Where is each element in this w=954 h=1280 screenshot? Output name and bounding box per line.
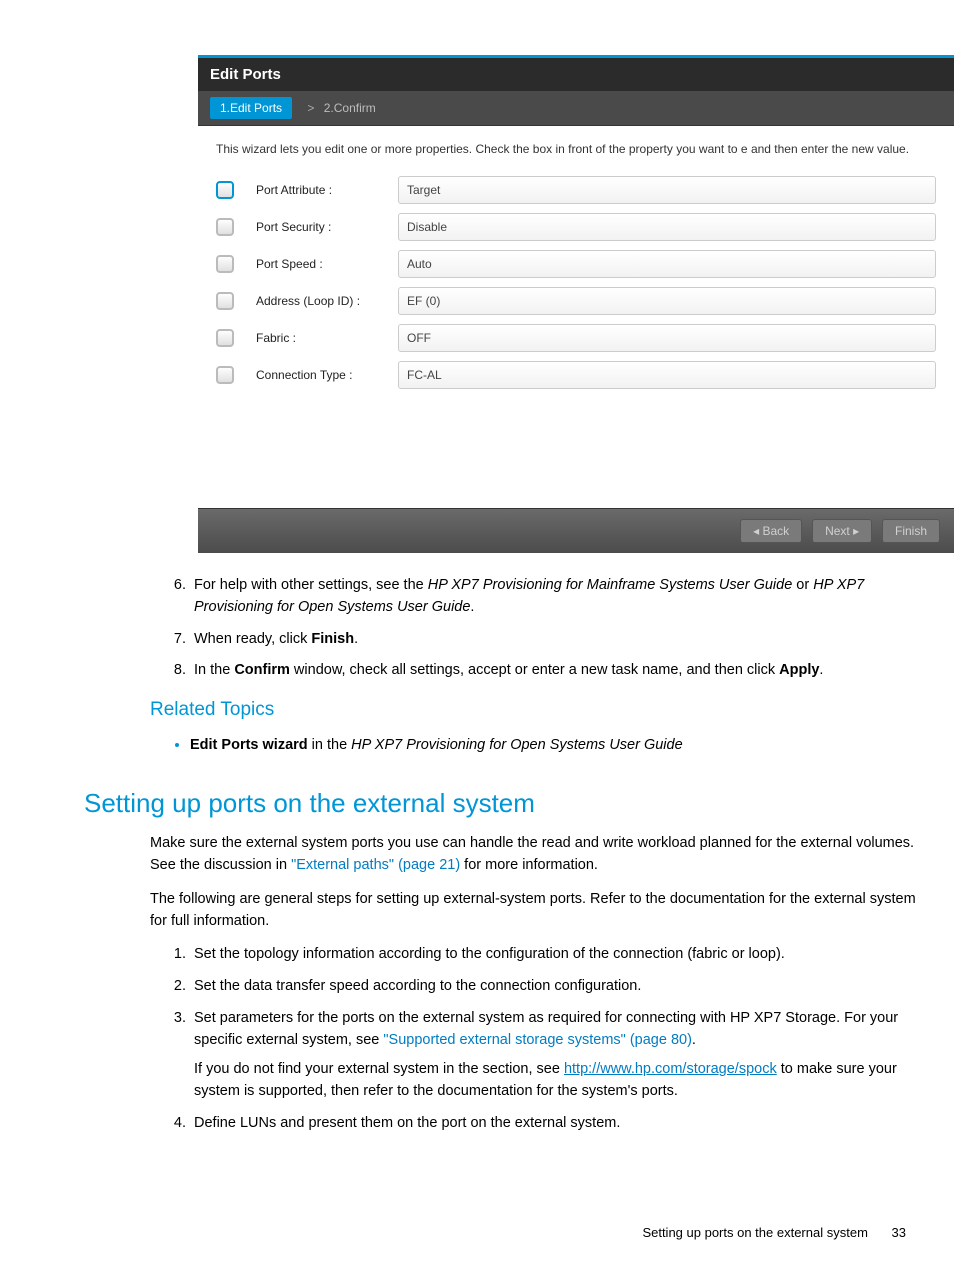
step-8-text-a: In the — [194, 662, 234, 678]
step-8: In the Confirm window, check all setting… — [190, 660, 916, 682]
apply-literal: Apply — [779, 662, 819, 678]
next-button[interactable]: Next ▸ — [812, 519, 872, 543]
select-port-attribute[interactable]: Target — [398, 176, 936, 204]
external-steps-list: Set the topology information according t… — [150, 944, 916, 1134]
related-bold: Edit Ports wizard — [190, 737, 308, 753]
paragraph-intro-2: The following are general steps for sett… — [150, 889, 916, 933]
step-8-text-c: . — [819, 662, 823, 678]
checkbox-connection-type[interactable] — [216, 366, 234, 384]
procedure-list-continued: For help with other settings, see the HP… — [150, 575, 916, 682]
row-port-security: Port Security : Disable — [216, 213, 936, 241]
row-port-speed: Port Speed : Auto — [216, 250, 936, 278]
checkbox-port-security[interactable] — [216, 218, 234, 236]
page-content: For help with other settings, see the HP… — [150, 575, 916, 1135]
checkbox-port-attribute[interactable] — [216, 181, 234, 199]
paragraph-intro-1: Make sure the external system ports you … — [150, 833, 916, 877]
select-port-security[interactable]: Disable — [398, 213, 936, 241]
link-spock-url[interactable]: http://www.hp.com/storage/spock — [564, 1061, 777, 1077]
step-1-edit-ports[interactable]: 1.Edit Ports — [210, 97, 292, 119]
ext-step-3-note: If you do not find your external system … — [194, 1059, 916, 1103]
wizard-steps: 1.Edit Ports > 2.Confirm — [198, 91, 954, 126]
step-7-text-a: When ready, click — [194, 631, 311, 647]
checkbox-fabric[interactable] — [216, 329, 234, 347]
page-footer: Setting up ports on the external system … — [0, 1225, 954, 1240]
label-address: Address (Loop ID) : — [256, 292, 398, 310]
related-guide: HP XP7 Provisioning for Open Systems Use… — [351, 737, 683, 753]
row-address-loop-id: Address (Loop ID) : EF (0) — [216, 287, 936, 315]
footer-title: Setting up ports on the external system — [642, 1225, 867, 1240]
edit-ports-dialog: Edit Ports 1.Edit Ports > 2.Confirm This… — [198, 55, 954, 553]
select-port-speed[interactable]: Auto — [398, 250, 936, 278]
link-supported-systems[interactable]: "Supported external storage systems" (pa… — [383, 1032, 692, 1048]
s3p-text-a: If you do not find your external system … — [194, 1061, 564, 1077]
step-6-text-b: or — [792, 577, 813, 593]
row-connection-type: Connection Type : FC-AL — [216, 361, 936, 389]
label-port-speed: Port Speed : — [256, 255, 398, 273]
finish-literal: Finish — [311, 631, 354, 647]
ext-step-4: Define LUNs and present them on the port… — [190, 1113, 916, 1135]
related-mid: in the — [308, 737, 352, 753]
section-heading-setting-up-ports: Setting up ports on the external system — [84, 784, 916, 823]
guide-mainframe: HP XP7 Provisioning for Mainframe System… — [428, 577, 793, 593]
step-6-text-a: For help with other settings, see the — [194, 577, 428, 593]
step-7: When ready, click Finish. — [190, 629, 916, 651]
row-port-attribute: Port Attribute : Target — [216, 176, 936, 204]
checkbox-port-speed[interactable] — [216, 255, 234, 273]
step-6: For help with other settings, see the HP… — [190, 575, 916, 619]
select-fabric[interactable]: OFF — [398, 324, 936, 352]
related-item-edit-ports-wizard: Edit Ports wizard in the HP XP7 Provisio… — [190, 735, 916, 757]
link-external-paths[interactable]: "External paths" (page 21) — [291, 857, 460, 873]
related-topics-list: Edit Ports wizard in the HP XP7 Provisio… — [150, 735, 916, 757]
select-address[interactable]: EF (0) — [398, 287, 936, 315]
checkbox-address[interactable] — [216, 292, 234, 310]
step-7-text-b: . — [354, 631, 358, 647]
dialog-footer: ◂ Back Next ▸ Finish — [198, 508, 954, 553]
label-port-security: Port Security : — [256, 218, 398, 236]
back-button[interactable]: ◂ Back — [740, 519, 802, 543]
step-separator: > — [307, 101, 314, 115]
step-8-text-b: window, check all settings, accept or en… — [290, 662, 779, 678]
s3-text-b: . — [692, 1032, 696, 1048]
ext-step-1: Set the topology information according t… — [190, 944, 916, 966]
label-fabric: Fabric : — [256, 329, 398, 347]
ext-step-3: Set parameters for the ports on the exte… — [190, 1008, 916, 1103]
step-6-text-c: . — [470, 599, 474, 615]
finish-button[interactable]: Finish — [882, 519, 940, 543]
footer-page-number: 33 — [892, 1225, 906, 1240]
label-port-attribute: Port Attribute : — [256, 181, 398, 199]
dialog-title: Edit Ports — [198, 58, 954, 91]
label-connection-type: Connection Type : — [256, 366, 398, 384]
step-2-confirm: 2.Confirm — [324, 101, 376, 115]
row-fabric: Fabric : OFF — [216, 324, 936, 352]
confirm-literal: Confirm — [234, 662, 290, 678]
ext-step-2: Set the data transfer speed according to… — [190, 976, 916, 998]
dialog-description: This wizard lets you edit one or more pr… — [216, 140, 936, 158]
related-topics-heading: Related Topics — [150, 696, 916, 725]
p1-text-b: for more information. — [460, 857, 598, 873]
dialog-body: This wizard lets you edit one or more pr… — [198, 126, 954, 508]
select-connection-type[interactable]: FC-AL — [398, 361, 936, 389]
